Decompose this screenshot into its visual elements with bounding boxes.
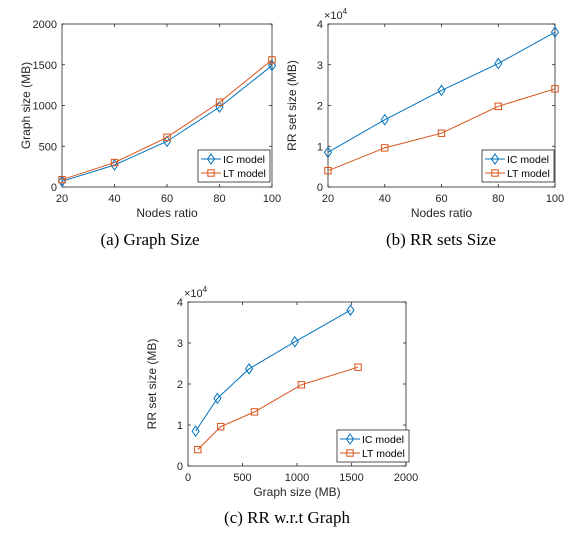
data-point-diamond [244,362,254,375]
data-point-diamond [290,335,299,348]
data-point-square [58,175,66,184]
series-line-ic [327,31,556,153]
data-point-square [268,56,276,64]
y-tick-label: 3 [177,338,183,350]
data-point-square [194,445,202,454]
x-tick-label: 60 [161,193,173,205]
data-point-square [217,422,225,431]
legend-label-ic: IC model [223,154,265,166]
chart-1: 20 40 60 80 100 0 1 2 3 4×104 Nodes ratio RR set si… [285,7,564,249]
y-tick-label: 0 [317,182,323,194]
data-point-diamond [346,304,355,317]
subfigure-caption: (c) RR w.r.t Graph [224,508,350,527]
y-tick-label: 0 [177,461,183,473]
y-tick-label: 4 [317,19,323,31]
chart-2: 0 500 1000 1500 2000 0 1 2 3 4×104 Graph size (MB)… [145,285,418,527]
data-point-square [381,144,389,152]
legend-marker-diamond [490,153,500,165]
data-point-diamond [213,392,222,405]
data-point-diamond [267,59,277,72]
y-exponent-label: ×104 [184,285,208,300]
y-axis-label: Graph size (MB) [19,62,33,149]
data-point-square [494,102,502,111]
y-exponent-label: ×104 [324,7,348,22]
data-point-diamond [437,84,446,97]
series-line-ic [195,309,351,432]
x-axis-label: Nodes ratio [136,206,198,220]
data-point-diamond [323,146,333,159]
legend-marker-square [491,169,499,177]
x-tick-label: 80 [213,193,225,205]
x-axis-label: Graph size (MB) [253,485,340,499]
y-axis-label: RR set size (MB) [285,60,299,151]
data-point-square [163,133,171,141]
legend-marker-square [207,169,215,177]
legend-label-ic: IC model [362,434,404,446]
x-tick-label: 60 [435,193,447,205]
data-point-diamond [494,57,503,70]
legend-marker-diamond [345,433,355,445]
series-line-lt [197,366,359,450]
x-tick-label: 20 [56,193,68,205]
data-point-diamond [162,135,172,148]
y-tick-label: 1000 [33,101,57,113]
legend-label-lt: LT model [507,168,550,180]
series-line-ic [61,65,273,182]
x-tick-label: 1500 [339,472,363,484]
y-tick-label: 0 [51,182,57,194]
series-line-lt [327,88,556,172]
data-point-square [354,363,362,371]
data-point-diamond [550,26,560,39]
subfigure-caption: (a) Graph Size [100,230,199,249]
y-tick-label: 2000 [33,19,57,31]
data-point-square [297,381,306,389]
data-point-square [110,158,119,167]
x-tick-label: 0 [185,472,191,484]
subfigure-caption: (b) RR sets Size [386,230,496,249]
data-point-square [215,98,224,106]
legend-marker-diamond [206,153,216,165]
data-point-square [551,85,559,93]
legend-marker-square [346,449,354,457]
legend-label-lt: LT model [223,168,266,180]
y-axis-label: RR set size (MB) [145,339,159,430]
y-tick-label: 500 [39,141,57,153]
y-tick-label: 2 [317,101,323,113]
legend-label-lt: LT model [362,448,405,460]
data-point-diamond [380,113,389,126]
y-tick-label: 4 [177,297,183,309]
x-tick-label: 500 [233,472,251,484]
x-tick-label: 40 [379,193,391,205]
data-point-diamond [57,175,67,188]
x-axis-label: Nodes ratio [411,206,473,220]
data-point-diamond [191,425,200,438]
y-tick-label: 2 [177,379,183,391]
data-point-square [324,167,332,175]
x-tick-label: 2000 [394,472,418,484]
series-line-lt [61,59,273,181]
y-tick-label: 1 [177,420,183,432]
x-tick-label: 1000 [285,472,309,484]
x-tick-label: 20 [322,193,334,205]
y-tick-label: 1500 [33,60,57,72]
x-tick-label: 100 [546,193,564,205]
x-tick-label: 80 [492,193,504,205]
data-point-square [437,129,446,137]
x-tick-label: 40 [108,193,120,205]
data-point-square [250,408,259,416]
y-tick-label: 1 [317,141,323,153]
x-tick-label: 100 [263,193,281,205]
legend-label-ic: IC model [507,154,549,166]
y-tick-label: 3 [317,60,323,72]
